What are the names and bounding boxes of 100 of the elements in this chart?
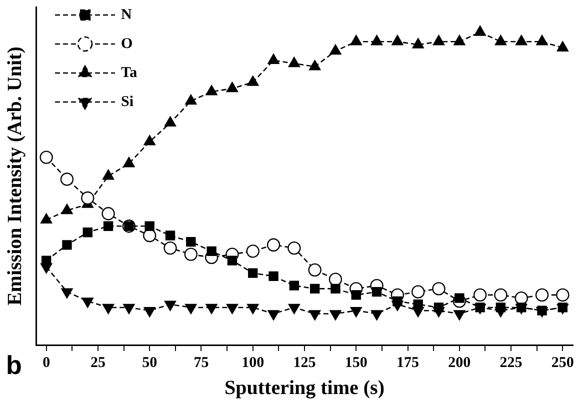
point — [413, 299, 423, 310]
point — [268, 54, 280, 64]
point — [266, 238, 280, 252]
point — [164, 241, 177, 255]
point — [556, 288, 570, 302]
point — [62, 240, 72, 250]
point — [372, 286, 382, 297]
point — [102, 304, 114, 314]
point — [268, 310, 280, 320]
point — [370, 35, 383, 46]
point — [185, 304, 197, 314]
point — [82, 298, 94, 308]
x-axis-title: Sputtering time (s) — [224, 377, 384, 400]
x-tick-label: 25 — [90, 354, 106, 371]
point — [40, 150, 53, 164]
point — [496, 302, 506, 312]
point — [247, 304, 259, 314]
point — [186, 236, 196, 247]
point — [411, 285, 425, 298]
x-tick-label: 50 — [142, 354, 158, 371]
legend-label: Ta — [121, 64, 138, 81]
point — [288, 241, 301, 255]
point — [164, 300, 176, 311]
point — [309, 60, 321, 70]
point — [288, 56, 300, 68]
point — [330, 310, 342, 320]
point — [370, 310, 383, 320]
point — [185, 94, 197, 105]
point — [494, 35, 507, 46]
point — [392, 35, 404, 46]
point — [535, 288, 549, 302]
point — [60, 172, 74, 186]
point — [434, 302, 444, 312]
point — [289, 280, 300, 290]
text: b — [6, 350, 22, 381]
point — [310, 284, 320, 294]
point — [103, 221, 114, 231]
point — [164, 116, 176, 127]
point — [516, 35, 528, 46]
x-tick-label: 150 — [344, 354, 368, 371]
point — [288, 304, 300, 314]
point — [474, 26, 486, 36]
point — [226, 304, 238, 314]
point — [144, 135, 156, 146]
legend-label: O — [121, 36, 133, 52]
x-tick-label: 225 — [500, 354, 522, 371]
point — [412, 38, 424, 48]
point — [82, 228, 92, 238]
point — [184, 248, 198, 261]
point — [206, 85, 218, 96]
point — [350, 306, 362, 318]
point — [246, 244, 260, 258]
point — [516, 302, 526, 312]
point — [536, 35, 548, 46]
point — [432, 282, 446, 296]
legend-label: Si — [121, 94, 134, 110]
x-tick-label: 100 — [242, 354, 264, 371]
x-tick-label: 175 — [396, 354, 420, 371]
point — [61, 288, 73, 298]
point — [432, 35, 445, 46]
point — [454, 310, 466, 320]
point — [227, 256, 238, 266]
point — [102, 170, 114, 180]
point — [558, 302, 568, 312]
point — [494, 288, 508, 302]
point — [102, 207, 115, 220]
point — [61, 204, 73, 214]
point — [123, 156, 135, 168]
x-tick-label: 250 — [551, 354, 574, 371]
legend-label: N — [121, 6, 132, 23]
point — [142, 228, 156, 242]
point — [268, 271, 278, 282]
point — [330, 44, 342, 55]
point — [226, 82, 238, 92]
point — [454, 35, 466, 46]
point — [165, 230, 176, 240]
point — [248, 268, 258, 278]
point — [556, 41, 568, 52]
point — [330, 284, 340, 294]
point — [350, 35, 362, 46]
point — [206, 246, 216, 256]
point — [123, 304, 135, 314]
point — [41, 256, 52, 266]
point — [144, 221, 154, 231]
y-axis-title: Emission Intensity (Arb. Unit) — [4, 46, 26, 306]
point — [351, 290, 361, 300]
point — [475, 302, 485, 312]
point — [392, 296, 402, 306]
point — [308, 263, 322, 277]
x-tick-label: 75 — [194, 354, 209, 371]
point — [247, 76, 259, 86]
point — [144, 306, 156, 318]
x-tick-label: 125 — [293, 354, 316, 371]
point — [309, 310, 321, 320]
x-tick-label: 200 — [448, 354, 471, 371]
point — [473, 288, 487, 302]
point — [81, 191, 94, 205]
point — [206, 304, 218, 314]
x-tick-label: 0 — [42, 354, 50, 371]
point — [328, 272, 342, 286]
